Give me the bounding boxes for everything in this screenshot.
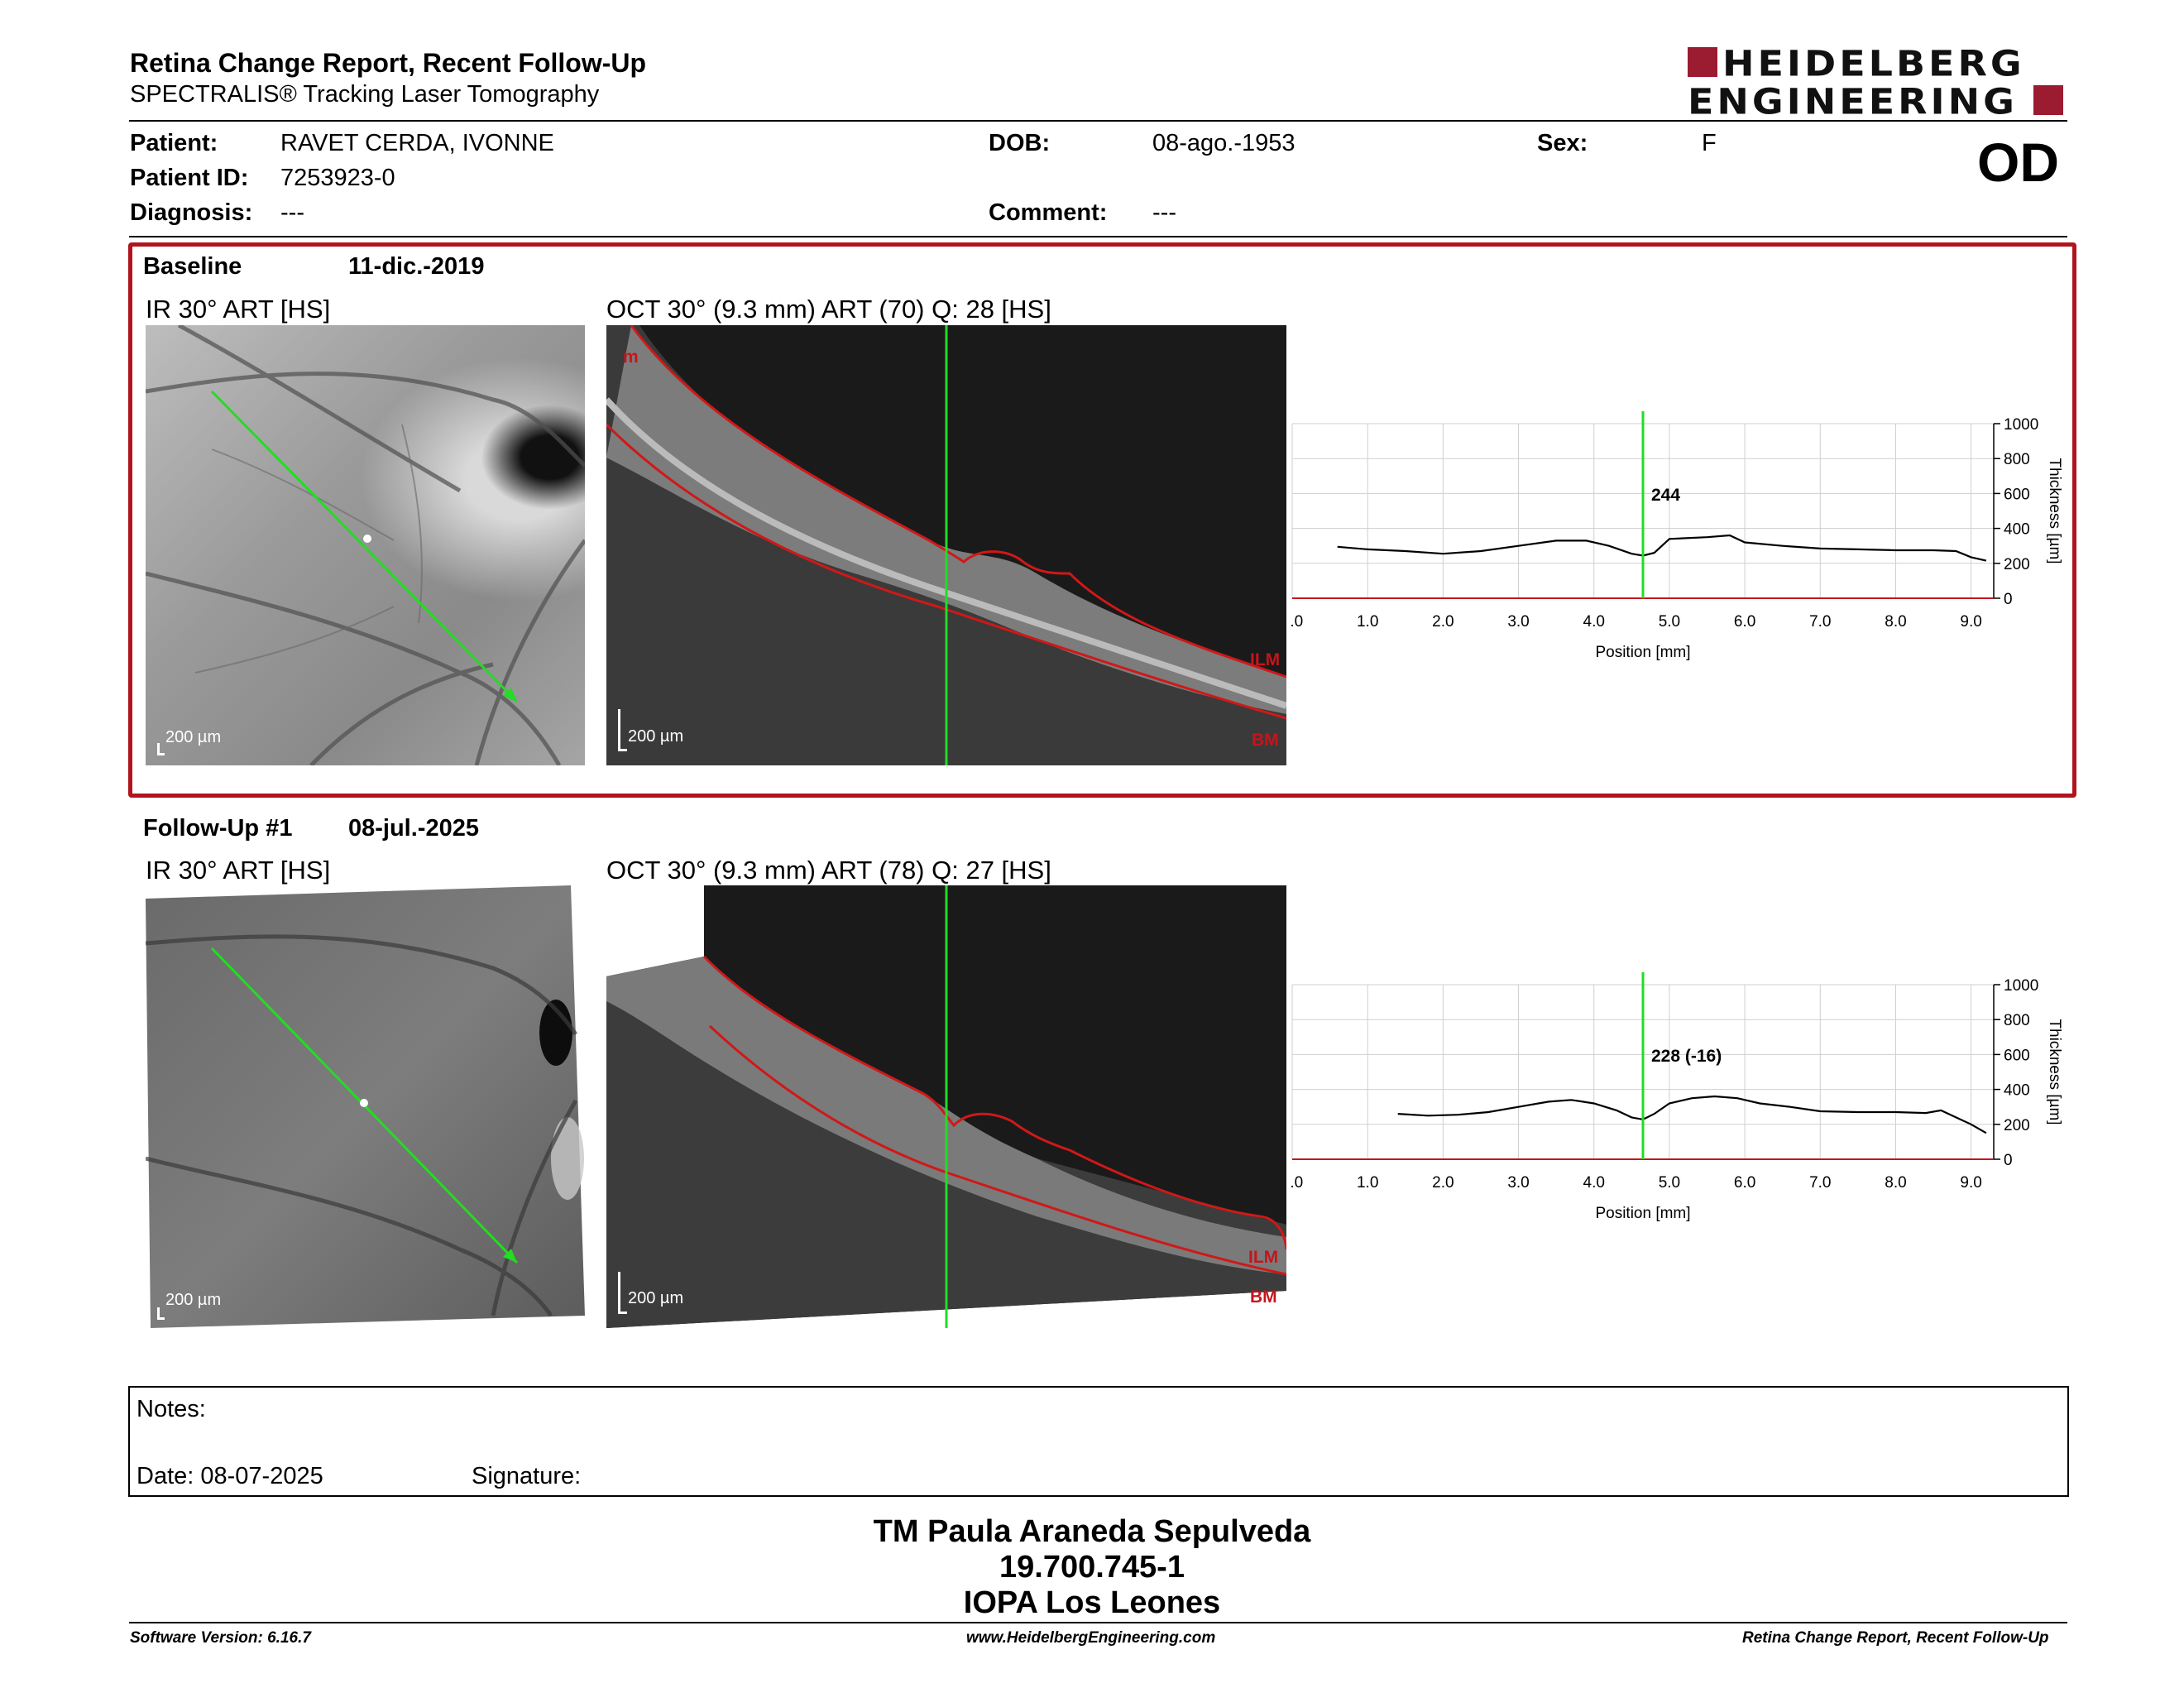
baseline-oct-scale: 200 µm bbox=[628, 727, 684, 746]
patient-id: 7253923-0 bbox=[280, 165, 395, 191]
y-tick-label: 200 bbox=[2004, 556, 2030, 573]
y-tick-label: 200 bbox=[2004, 1117, 2030, 1134]
x-tick-label: 8.0 bbox=[1885, 613, 1906, 631]
y-tick-label: 400 bbox=[2004, 521, 2030, 539]
followup-oct-image: ILM BM 200 µm bbox=[606, 885, 1286, 1328]
y-tick-label: 1000 bbox=[2004, 977, 2038, 995]
x-tick-label: 5.0 bbox=[1659, 1174, 1680, 1192]
comment-value: --- bbox=[1152, 199, 1176, 226]
followup-thickness-chart: 0.0 1.0 2.0 3.0 4.0 5.0 6.0 7.0 8.0 9.0 0 200 400 600… bbox=[1291, 972, 2063, 1222]
x-tick-label: 6.0 bbox=[1734, 613, 1755, 631]
sex-value: F bbox=[1702, 130, 1717, 156]
thickness-series-line bbox=[1397, 1095, 1987, 1134]
cursor-value-label: 228 (-16) bbox=[1651, 1047, 1722, 1066]
followup-label: Follow-Up #1 bbox=[143, 815, 293, 842]
y-tick-label: 800 bbox=[2004, 451, 2030, 468]
report-subtitle: SPECTRALIS® Tracking Laser Tomography bbox=[130, 81, 600, 108]
y-tick-label: 0 bbox=[2004, 1152, 2013, 1169]
x-tick-label: 9.0 bbox=[1960, 1174, 1981, 1192]
notes-date: Date: 08-07-2025 bbox=[136, 1463, 323, 1489]
baseline-panel bbox=[128, 242, 2076, 798]
followup-ir-image: 200 µm bbox=[146, 885, 585, 1328]
patient-label: Patient: bbox=[130, 130, 218, 156]
footer-software-version: Software Version: 6.16.7 bbox=[130, 1629, 311, 1647]
y-tick-label: 600 bbox=[2004, 486, 2030, 503]
baseline-date: 11-dic.-2019 bbox=[348, 253, 485, 280]
followup-bm-label: BM bbox=[1250, 1288, 1277, 1307]
y-tick-label: 400 bbox=[2004, 1082, 2030, 1100]
y-tick-label: 1000 bbox=[2004, 416, 2038, 434]
x-tick-label: 3.0 bbox=[1507, 613, 1529, 631]
notes-label: Notes: bbox=[136, 1396, 206, 1422]
x-tick-label: 8.0 bbox=[1885, 1174, 1906, 1192]
x-tick-label: 0.0 bbox=[1291, 613, 1303, 631]
followup-oct-scale: 200 µm bbox=[628, 1289, 684, 1307]
signature-block: TM Paula Araneda Sepulveda 19.700.745-1 … bbox=[0, 1514, 2184, 1621]
y-tick-label: 600 bbox=[2004, 1047, 2030, 1064]
comment-label: Comment: bbox=[989, 199, 1108, 226]
y-axis-label: Thickness [µm] bbox=[2046, 1019, 2063, 1125]
baseline-thickness-chart: 0.0 1.0 2.0 3.0 4.0 5.0 6.0 7.0 8.0 9.0 0 200 400 600… bbox=[1291, 411, 2063, 661]
x-tick-label: 2.0 bbox=[1432, 613, 1454, 631]
signer-id: 19.700.745-1 bbox=[999, 1550, 1185, 1585]
dob-value: 08-ago.-1953 bbox=[1152, 130, 1296, 156]
notes-box: Notes: Date: 08-07-2025 Signature: bbox=[128, 1386, 2069, 1497]
diagnosis-label: Diagnosis: bbox=[130, 199, 253, 226]
x-axis-label: Position [mm] bbox=[1595, 644, 1690, 661]
signature-label: Signature: bbox=[472, 1463, 582, 1489]
x-tick-label: 5.0 bbox=[1659, 613, 1680, 631]
diagnosis-value: --- bbox=[280, 199, 304, 226]
baseline-ilm-label: ILM bbox=[1250, 650, 1281, 669]
baseline-ir-image: 200 µm bbox=[146, 325, 585, 765]
x-tick-label: 6.0 bbox=[1734, 1174, 1755, 1192]
baseline-bm-label: BM bbox=[1252, 731, 1279, 750]
baseline-ir-scale: 200 µm bbox=[165, 728, 222, 746]
x-tick-label: 4.0 bbox=[1583, 1174, 1605, 1192]
x-tick-label: 2.0 bbox=[1432, 1174, 1454, 1192]
x-tick-label: 7.0 bbox=[1809, 613, 1831, 631]
footer-website-link[interactable]: www.HeidelbergEngineering.com bbox=[966, 1629, 1216, 1647]
x-tick-label: 7.0 bbox=[1809, 1174, 1831, 1192]
header-divider bbox=[129, 120, 2067, 122]
patient-id-label: Patient ID: bbox=[130, 165, 249, 191]
x-tick-label: 9.0 bbox=[1960, 613, 1981, 631]
baseline-label: Baseline bbox=[143, 253, 242, 280]
followup-ir-scale: 200 µm bbox=[165, 1291, 222, 1309]
x-tick-label: 4.0 bbox=[1583, 613, 1605, 631]
sex-label: Sex: bbox=[1537, 130, 1588, 156]
cursor-value-label: 244 bbox=[1651, 486, 1680, 505]
x-tick-label: 0.0 bbox=[1291, 1174, 1303, 1192]
followup-ir-title: IR 30° ART [HS] bbox=[146, 856, 331, 885]
x-axis-label: Position [mm] bbox=[1595, 1205, 1690, 1222]
signer-name: TM Paula Araneda Sepulveda bbox=[873, 1514, 1311, 1549]
followup-ilm-label: ILM bbox=[1248, 1248, 1279, 1267]
footer-report-name: Retina Change Report, Recent Follow-Up bbox=[1742, 1629, 2049, 1647]
dob-label: DOB: bbox=[989, 130, 1051, 156]
scan-line bbox=[210, 390, 519, 703]
ilm-boundary bbox=[630, 325, 1286, 679]
bm-boundary bbox=[606, 423, 1286, 720]
y-tick-label: 0 bbox=[2004, 591, 2013, 608]
followup-date: 08-jul.-2025 bbox=[348, 815, 479, 842]
baseline-oct-title: OCT 30° (9.3 mm) ART (70) Q: 28 [HS] bbox=[606, 295, 1051, 324]
y-axis-label: Thickness [µm] bbox=[2046, 458, 2063, 563]
baseline-ir-title: IR 30° ART [HS] bbox=[146, 295, 331, 324]
x-tick-label: 1.0 bbox=[1357, 613, 1378, 631]
signer-institution: IOPA Los Leones bbox=[963, 1585, 1221, 1620]
x-tick-label: 1.0 bbox=[1357, 1174, 1378, 1192]
eye-indicator: OD bbox=[1977, 132, 2059, 193]
report-title: Retina Change Report, Recent Follow-Up bbox=[130, 48, 647, 78]
x-tick-label: 3.0 bbox=[1507, 1174, 1529, 1192]
y-tick-label: 800 bbox=[2004, 1012, 2030, 1029]
thickness-series-line bbox=[1337, 534, 1987, 562]
baseline-oct-image: m ILM BM 200 µm bbox=[606, 325, 1286, 765]
baseline-ilm-small: m bbox=[623, 348, 639, 367]
followup-oct-title: OCT 30° (9.3 mm) ART (78) Q: 27 [HS] bbox=[606, 856, 1051, 885]
footer-divider bbox=[129, 1622, 2067, 1623]
patient-divider bbox=[129, 236, 2067, 237]
patient-name: RAVET CERDA, IVONNE bbox=[280, 130, 554, 156]
